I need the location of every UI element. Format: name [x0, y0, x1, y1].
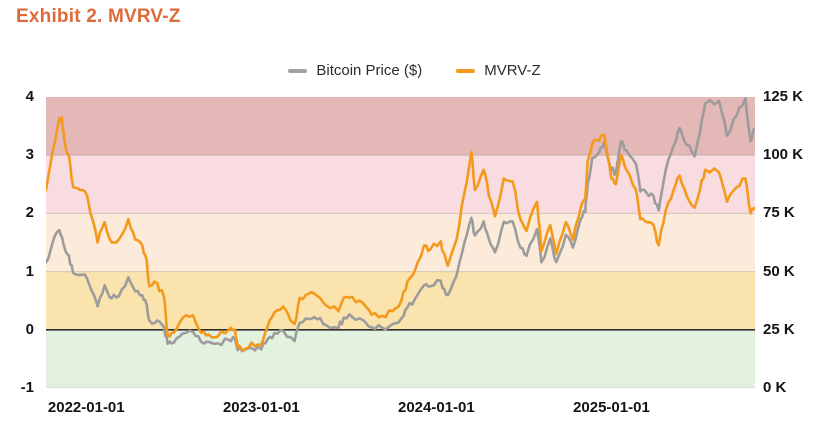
x-axis-label: 2023-01-01 [222, 399, 300, 416]
y-axis-label-right: 25 K [763, 320, 795, 338]
y-axis-label-right: 50 K [763, 262, 795, 280]
x-axis-label: 2024-01-01 [398, 399, 475, 416]
bitcoin-price-swatch-icon [288, 68, 308, 73]
chart-plot-area [46, 97, 755, 388]
y-axis-label-left: 2 [25, 204, 34, 222]
x-axis: 2022-01-01 2023-01-01 2024-01-01 2025-01-01 [46, 399, 755, 419]
y-axis-left-mvrv: 4 3 2 1 0 -1 [0, 88, 40, 396]
risk-band [46, 329, 755, 388]
y-axis-right-price: 125 K 100 K 75 K 50 K 25 K 0 K [763, 88, 827, 396]
legend: Bitcoin Price ($) MVRV-Z [0, 62, 829, 79]
y-axis-label-right: 100 K [763, 146, 804, 164]
y-axis-label-left: 0 [25, 320, 34, 338]
y-axis-label-left: 1 [25, 262, 34, 280]
legend-label-bitcoin-price: Bitcoin Price ($) [316, 62, 423, 79]
chart-title: Exhibit 2. MVRV-Z [16, 6, 181, 27]
y-axis-label-right: 125 K [763, 88, 804, 105]
risk-band [46, 213, 755, 272]
x-axis-label: 2025-01-01 [573, 399, 650, 416]
mvrv-z-swatch-icon [456, 68, 476, 73]
y-axis-label-left: -1 [20, 379, 34, 396]
legend-item-bitcoin-price: Bitcoin Price ($) [288, 62, 422, 79]
y-axis-label-right: 0 K [763, 379, 787, 396]
plot-svg [46, 97, 755, 388]
y-axis-label-left: 4 [25, 88, 34, 105]
y-axis-label-right: 75 K [763, 204, 795, 222]
bitcoin-price-line [46, 97, 755, 353]
legend-label-mvrv-z: MVRV-Z [484, 62, 541, 79]
y-axis-label-left: 3 [25, 146, 34, 164]
x-axis-label: 2022-01-01 [47, 399, 125, 416]
legend-item-mvrv-z: MVRV-Z [456, 62, 541, 79]
mvrv-z-line [46, 116, 755, 352]
risk-band [46, 155, 755, 214]
risk-band [46, 97, 755, 156]
